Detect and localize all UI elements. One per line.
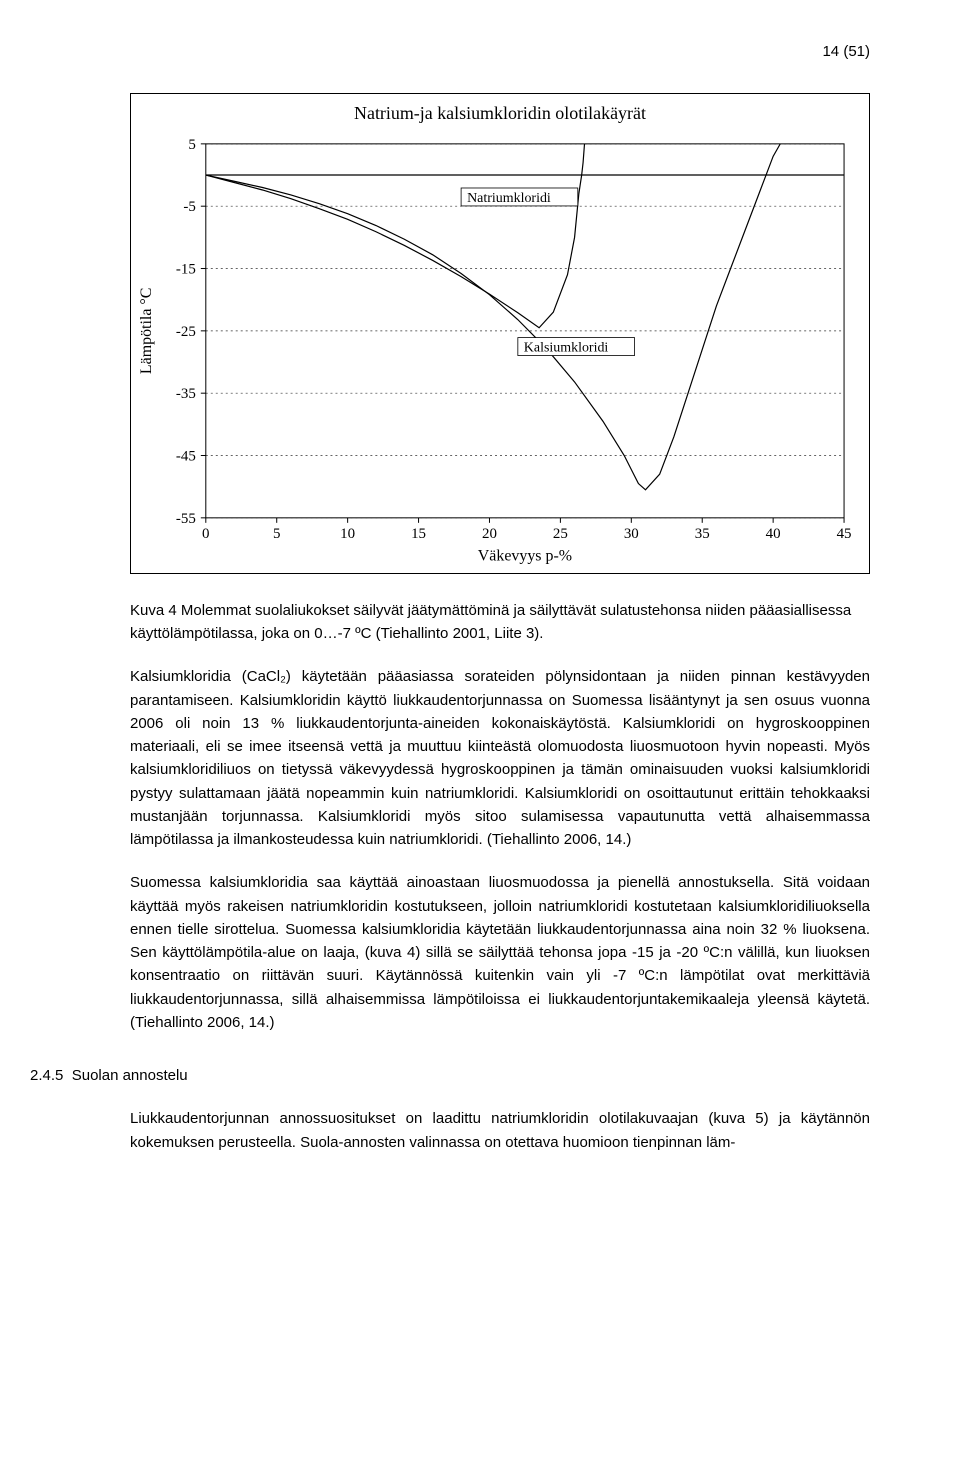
svg-text:-55: -55 bbox=[176, 511, 196, 527]
svg-text:Kalsiumkloridi: Kalsiumkloridi bbox=[524, 341, 609, 356]
paragraph-3: Liukkaudentorjunnan annossuositukset on … bbox=[130, 1107, 870, 1154]
figure-4-chart: Natrium-ja kalsiumkloridin olotilakäyrät… bbox=[130, 93, 870, 574]
svg-text:20: 20 bbox=[482, 526, 497, 542]
svg-text:0: 0 bbox=[202, 526, 209, 542]
paragraph-1: Kalsiumkloridia (CaCl₂) käytetään pääasi… bbox=[130, 665, 870, 851]
svg-text:-5: -5 bbox=[183, 199, 195, 215]
svg-text:Lämpötila °C: Lämpötila °C bbox=[138, 288, 155, 375]
section-heading: 2.4.5 Suolan annostelu bbox=[30, 1064, 870, 1087]
svg-text:5: 5 bbox=[188, 137, 195, 153]
page-number: 14 (51) bbox=[130, 40, 870, 63]
paragraph-2: Suomessa kalsiumkloridia saa käyttää ain… bbox=[130, 871, 870, 1034]
figure-4-caption: Kuva 4 Molemmat suolaliukokset säilyvät … bbox=[130, 599, 870, 646]
section-number: 2.4.5 bbox=[30, 1067, 63, 1084]
svg-text:Natriumkloridi: Natriumkloridi bbox=[467, 191, 551, 206]
svg-text:25: 25 bbox=[553, 526, 568, 542]
svg-text:40: 40 bbox=[766, 526, 781, 542]
svg-text:5: 5 bbox=[273, 526, 280, 542]
svg-text:30: 30 bbox=[624, 526, 639, 542]
svg-text:Natrium-ja kalsiumkloridin olo: Natrium-ja kalsiumkloridin olotilakäyrät bbox=[354, 103, 646, 123]
section-title: Suolan annostelu bbox=[72, 1067, 188, 1084]
svg-text:-15: -15 bbox=[176, 262, 196, 278]
svg-text:-35: -35 bbox=[176, 386, 196, 402]
svg-text:45: 45 bbox=[837, 526, 852, 542]
svg-text:Väkevyys p-%: Väkevyys p-% bbox=[478, 548, 572, 565]
svg-text:-45: -45 bbox=[176, 449, 196, 465]
svg-text:10: 10 bbox=[340, 526, 355, 542]
svg-text:-25: -25 bbox=[176, 324, 196, 340]
svg-text:35: 35 bbox=[695, 526, 710, 542]
svg-text:15: 15 bbox=[411, 526, 426, 542]
